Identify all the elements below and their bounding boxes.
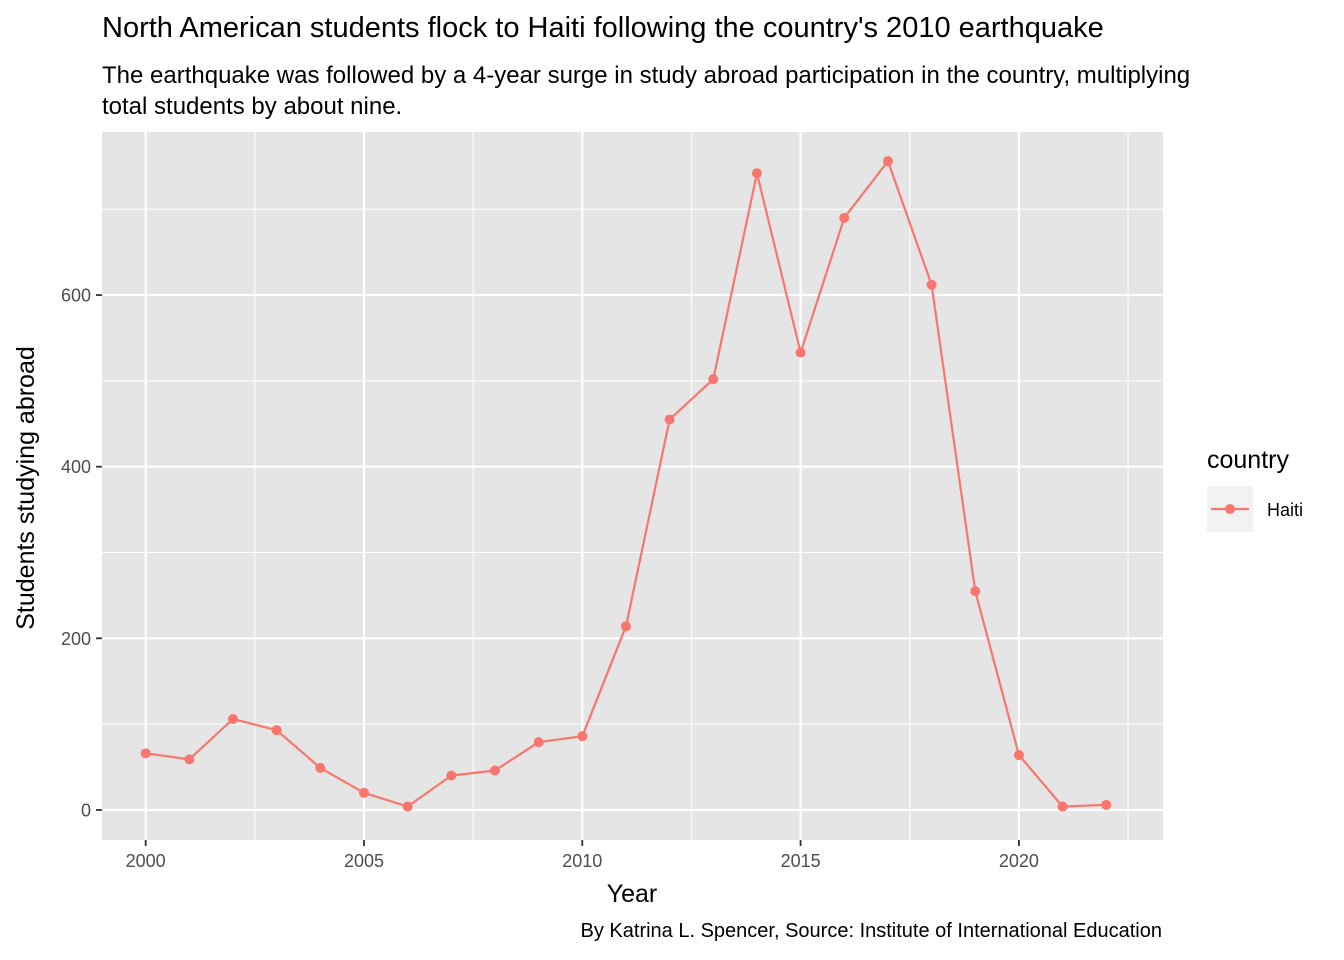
data-point	[446, 770, 457, 781]
x-tick-label: 2020	[999, 851, 1039, 871]
y-tick-label: 200	[61, 629, 91, 649]
series-layer	[140, 156, 1112, 812]
data-point	[184, 754, 195, 765]
x-tick-label: 2015	[781, 851, 821, 871]
data-point	[227, 713, 238, 724]
data-point	[533, 737, 544, 748]
data-point	[839, 212, 850, 223]
legend-title: country	[1207, 446, 1289, 474]
data-point	[795, 347, 806, 358]
y-tick-label: 0	[81, 800, 91, 820]
data-point	[1057, 801, 1068, 812]
data-point	[489, 765, 500, 776]
plot-panel	[102, 132, 1163, 840]
legend-key-point	[1225, 504, 1235, 514]
major-gridlines	[102, 132, 1163, 840]
data-point	[664, 414, 675, 425]
data-point	[271, 725, 282, 736]
data-point	[970, 586, 981, 597]
data-point	[358, 787, 369, 798]
chart-subtitle: The earthquake was followed by a 4-year …	[102, 62, 1191, 120]
tick-labels: 2000 2005 2010 2015 2020 0 200 400 600	[61, 286, 1039, 871]
data-point	[926, 279, 937, 290]
legend: country Haiti	[1207, 446, 1303, 532]
data-point	[751, 168, 762, 179]
x-tick-label: 2005	[344, 851, 384, 871]
data-point	[577, 731, 588, 742]
data-point	[402, 801, 413, 812]
data-point	[140, 748, 151, 759]
x-tick-label: 2010	[562, 851, 602, 871]
x-axis-title: Year	[607, 880, 658, 908]
y-tick-label: 600	[61, 286, 91, 306]
legend-label-haiti: Haiti	[1267, 500, 1303, 520]
y-axis-title: Students studying abroad	[12, 346, 40, 630]
minor-gridlines	[102, 132, 1163, 840]
data-point	[1013, 750, 1024, 761]
chart-title: North American students flock to Haiti f…	[102, 12, 1104, 44]
data-point	[620, 621, 631, 632]
data-point	[708, 374, 719, 385]
chart-caption: By Katrina L. Spencer, Source: Institute…	[580, 920, 1162, 942]
axis-ticks	[96, 294, 1020, 846]
data-point	[1101, 799, 1112, 810]
x-tick-label: 2000	[126, 851, 166, 871]
data-point	[882, 156, 893, 167]
y-tick-label: 400	[61, 457, 91, 477]
data-point	[315, 762, 326, 773]
